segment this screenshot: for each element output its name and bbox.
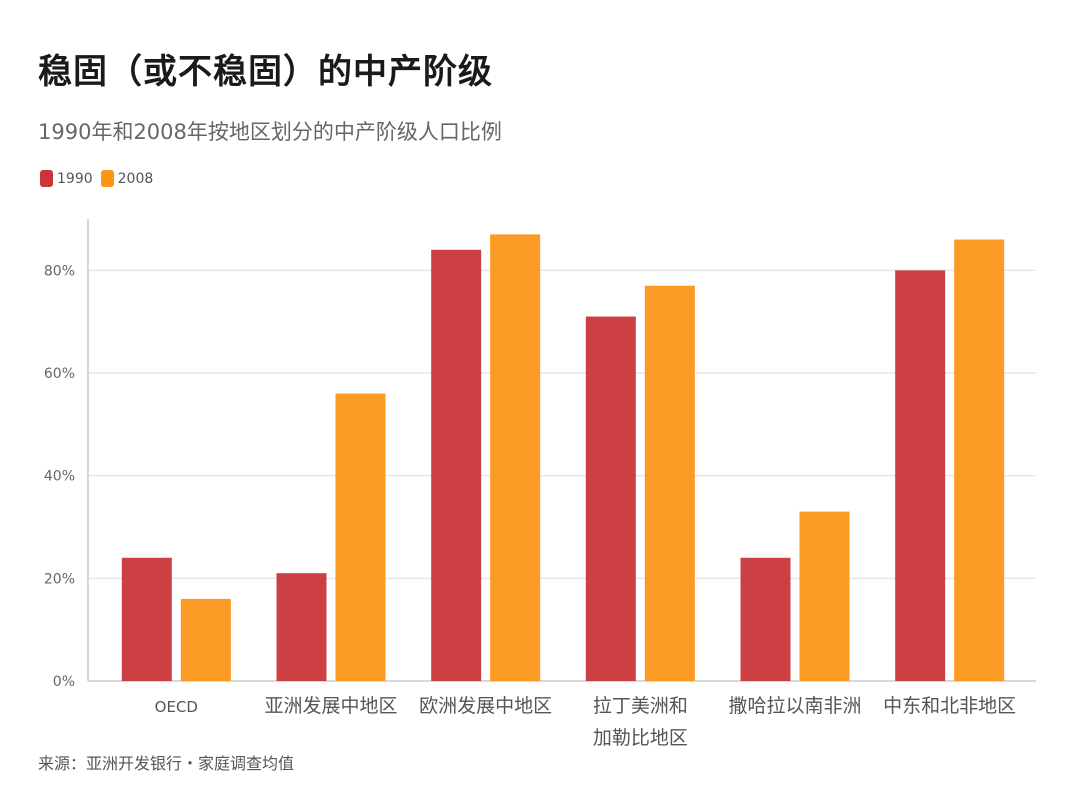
x-category-label: 中东和北非地区: [883, 695, 1016, 717]
source-note: 来源：亚洲开发银行・家庭调查均值: [38, 754, 295, 773]
x-category-label: 拉丁美洲和: [593, 695, 688, 717]
x-category-label: OECD: [155, 698, 198, 716]
legend-swatch-1990: [40, 170, 53, 187]
bar-2008: [954, 239, 1005, 682]
chart-subtitle: 1990年和2008年按地区划分的中产阶级人口比例: [38, 120, 502, 144]
bar-1990: [431, 249, 482, 682]
chart-title: 稳固（或不稳固）的中产阶级: [38, 52, 493, 92]
y-tick-label: 20%: [44, 571, 75, 587]
legend-item-1990[interactable]: 1990: [40, 170, 93, 187]
bar-1990: [895, 270, 946, 681]
legend: 1990 2008: [40, 170, 161, 187]
bar-2008: [644, 285, 695, 681]
bar-2008: [335, 393, 386, 681]
bar-chart: 0% 20% 40% 60% 80% OECD 亚洲发展中地区 欧洲发展中地区 拉丁美洲和加勒比…: [44, 219, 1036, 749]
bar-2008: [490, 234, 541, 681]
x-category-label: 撒哈拉以南非洲: [728, 695, 861, 717]
x-category-label: 加勒比地区: [593, 727, 688, 749]
bar-1990: [121, 557, 172, 681]
y-tick-label: 40%: [44, 469, 75, 485]
bar-1990: [276, 573, 327, 681]
x-category-label: 亚洲发展中地区: [264, 695, 397, 717]
bar-1990: [585, 316, 636, 681]
bar-1990: [740, 557, 791, 681]
x-category-label: 欧洲发展中地区: [419, 695, 552, 717]
legend-item-2008[interactable]: 2008: [100, 170, 154, 187]
bar-2008: [180, 598, 231, 681]
legend-swatch-2008: [100, 170, 114, 187]
y-tick-label: 60%: [44, 366, 75, 382]
y-tick-label: 0%: [53, 674, 75, 690]
legend-label-1990: 1990: [57, 170, 93, 187]
legend-label-2008: 2008: [117, 170, 154, 187]
bar-2008: [799, 511, 850, 681]
y-tick-label: 80%: [44, 263, 75, 279]
